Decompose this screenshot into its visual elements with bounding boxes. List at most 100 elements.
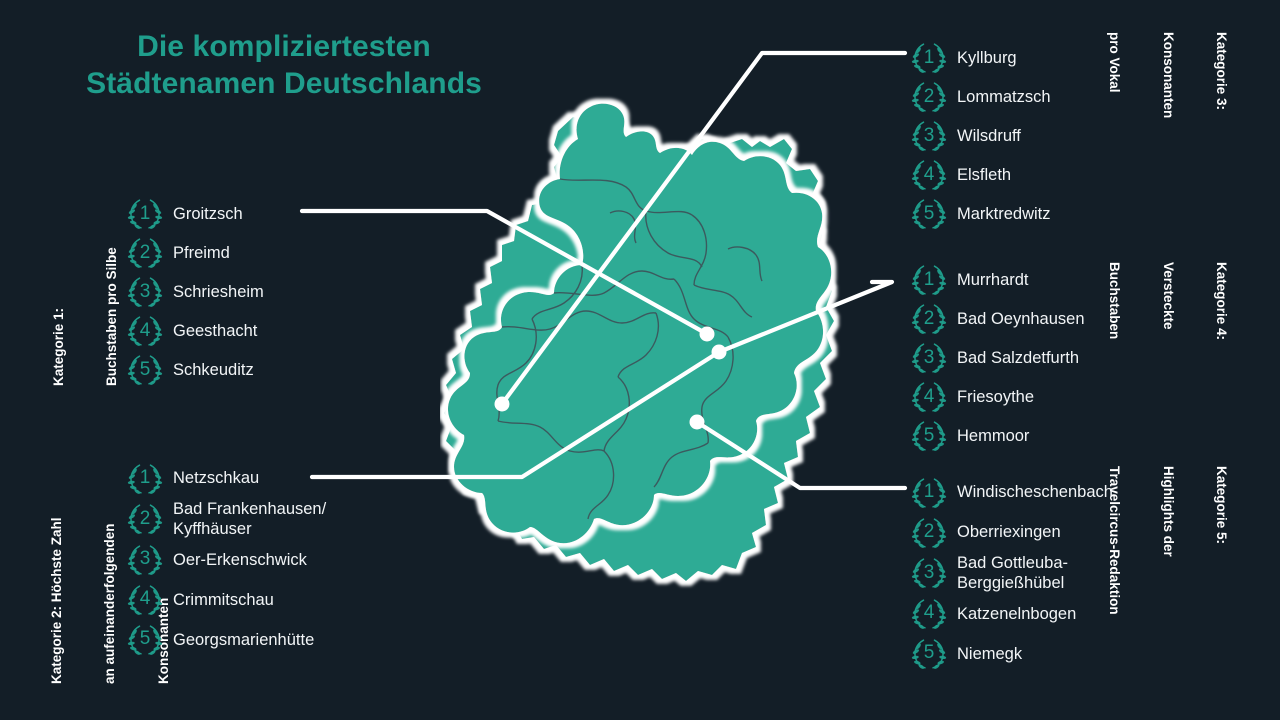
rank-item: 1 Netzschkau xyxy=(126,459,326,498)
rank-badge: 3 xyxy=(910,119,948,153)
category-label-4-line-3: Buchstaben xyxy=(1107,262,1123,340)
germany-silhouette xyxy=(447,103,832,544)
laurel-wreath-icon xyxy=(911,82,947,112)
laurel-wreath-icon xyxy=(911,199,947,229)
rank-number: 5 xyxy=(923,424,935,446)
rank-item: 5 Hemmoor xyxy=(910,417,1085,455)
rank-badge: 2 xyxy=(910,302,948,336)
connector-cat1 xyxy=(299,208,710,337)
city-name: Windischeschenbach xyxy=(957,483,1113,502)
rank-badge: 4 xyxy=(910,380,948,414)
category-label-5-line-2: Highlights der xyxy=(1160,466,1176,557)
rank-number: 5 xyxy=(923,642,935,664)
category-label-2-line-1: Kategorie 2: Höchste Zahl xyxy=(48,517,64,684)
laurel-wreath-icon xyxy=(127,585,163,615)
city-name: Bad Salzdetfurth xyxy=(957,348,1079,367)
map-dot-2 xyxy=(699,326,715,342)
rank-number: 4 xyxy=(139,319,151,341)
city-name: Pfreimd xyxy=(173,243,230,262)
city-name: Netzschkau xyxy=(173,469,260,488)
rank-item: 4 Friesoythe xyxy=(910,378,1085,416)
category-label-4-line-2: Versteckte xyxy=(1160,262,1176,330)
rank-item: 1 Groitzsch xyxy=(126,195,264,233)
rank-item: 2 Bad Oeynhausen xyxy=(910,300,1085,338)
laurel-wreath-icon xyxy=(127,545,163,575)
laurel-wreath-icon xyxy=(911,382,947,412)
rank-number: 1 xyxy=(139,467,151,488)
laurel-wreath-icon xyxy=(911,43,947,73)
laurel-wreath-icon xyxy=(127,199,163,229)
rank-badge: 5 xyxy=(126,353,164,387)
ranking-list-category-4: 1 Murrhardt 2 Bad Oeynhausen 3 Bad Salzdetfur… xyxy=(910,261,1085,456)
category-label-3-line-1: Kategorie 3: xyxy=(1214,32,1230,111)
rank-item: 3 Bad Gottleuba- Berggießhübel xyxy=(910,553,1113,593)
category-label-4-line-1: Kategorie 4: xyxy=(1214,262,1230,341)
rank-badge: 1 xyxy=(910,41,948,75)
category-label-5-line-1: Kategorie 5: xyxy=(1214,466,1230,545)
laurel-wreath-icon xyxy=(127,316,163,346)
rank-number: 4 xyxy=(139,588,151,610)
rank-badge: 3 xyxy=(910,556,948,590)
rank-badge: 3 xyxy=(126,275,164,309)
rank-item: 4 Crimmitschau xyxy=(126,580,326,619)
map-dot-1 xyxy=(494,396,510,412)
city-name: Georgsmarienhütte xyxy=(173,630,315,649)
city-name: Niemegk xyxy=(957,644,1023,663)
rank-badge: 4 xyxy=(126,314,164,348)
laurel-wreath-icon xyxy=(911,517,947,548)
rank-number: 3 xyxy=(923,124,935,146)
rank-number: 3 xyxy=(923,561,935,583)
connector-cat3 xyxy=(499,50,908,407)
ranking-list-category-1: 1 Groitzsch 2 Pfreimd 3 Schriesheim 4 Geesthach… xyxy=(126,195,264,390)
rank-item: 1 Murrhardt xyxy=(910,261,1085,299)
laurel-wreath-icon xyxy=(127,238,163,268)
rank-badge: 2 xyxy=(910,516,948,550)
city-name: Elsfleth xyxy=(957,165,1012,184)
connector-cat5 xyxy=(694,419,908,491)
rank-number: 1 xyxy=(923,481,935,502)
ranking-list-category-2: 1 Netzschkau 2 Bad Frankenhausen/ Kyffhäuse… xyxy=(126,459,326,660)
city-name: Kyllburg xyxy=(957,48,1017,67)
city-name: Friesoythe xyxy=(957,387,1035,406)
laurel-wreath-icon xyxy=(911,121,947,151)
laurel-wreath-icon xyxy=(911,477,947,508)
rank-number: 3 xyxy=(139,280,151,302)
rank-number: 1 xyxy=(923,46,935,68)
laurel-wreath-icon xyxy=(911,558,947,589)
rank-item: 5 Schkeuditz xyxy=(126,351,264,389)
city-name: Lommatzsch xyxy=(957,87,1051,106)
laurel-wreath-icon xyxy=(911,599,947,629)
rank-item: 4 Elsfleth xyxy=(910,156,1051,194)
page-title-line-1: Die kompliziertesten xyxy=(137,30,431,63)
rank-number: 5 xyxy=(139,628,151,650)
city-name: Bad Oeynhausen xyxy=(957,309,1085,328)
rank-item: 3 Oer-Erkenschwick xyxy=(126,540,326,579)
rank-number: 4 xyxy=(923,602,935,624)
rank-item: 3 Wilsdruff xyxy=(910,117,1051,155)
rank-item: 2 Oberriexingen xyxy=(910,513,1113,552)
rank-badge: 5 xyxy=(126,623,164,657)
rank-number: 1 xyxy=(923,268,935,290)
rank-item: 3 Schriesheim xyxy=(126,273,264,311)
city-name: Oberriexingen xyxy=(957,523,1061,542)
rank-item: 5 Marktredwitz xyxy=(910,195,1051,233)
rank-badge: 1 xyxy=(910,476,948,510)
category-label-1-line-1: Kategorie 1: xyxy=(50,307,66,386)
laurel-wreath-icon xyxy=(911,304,947,334)
laurel-wreath-icon xyxy=(911,343,947,373)
city-name: Marktredwitz xyxy=(957,204,1051,223)
map-dot-3 xyxy=(711,344,727,360)
city-name: Bad Gottleuba- Berggießhübel xyxy=(957,554,1068,593)
rank-badge: 2 xyxy=(910,80,948,114)
rank-badge: 1 xyxy=(910,263,948,297)
rank-number: 1 xyxy=(139,202,151,224)
rank-badge: 4 xyxy=(910,597,948,631)
rank-item: 4 Geesthacht xyxy=(126,312,264,350)
city-name: Geesthacht xyxy=(173,321,258,340)
rank-badge: 2 xyxy=(126,502,164,536)
rank-badge: 4 xyxy=(126,583,164,617)
category-label-2-line-2: an aufeinanderfolgenden xyxy=(102,523,118,684)
city-name: Groitzsch xyxy=(173,204,243,223)
page-title-line-2: Städtenamen Deutschlands xyxy=(86,67,482,101)
